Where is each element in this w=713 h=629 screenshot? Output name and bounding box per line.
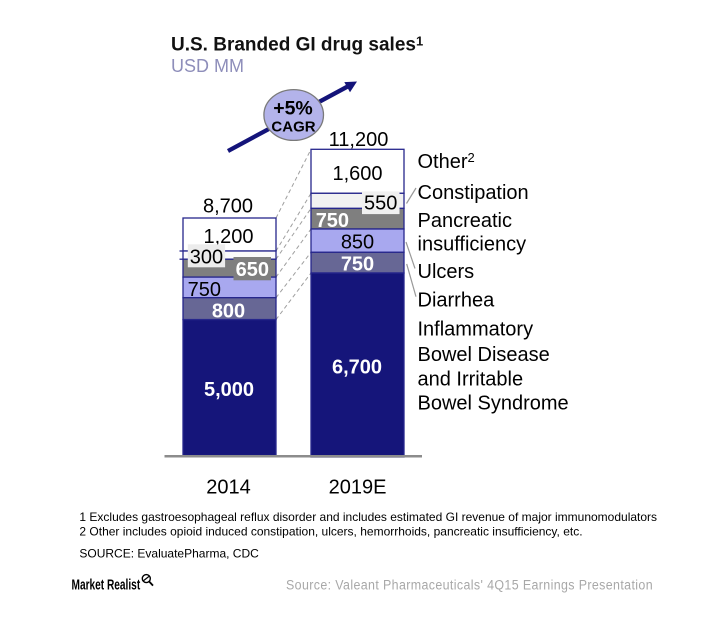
svg-text:850: 850 bbox=[341, 232, 374, 254]
svg-text:Diarrhea: Diarrhea bbox=[418, 290, 496, 312]
svg-text:USD MM: USD MM bbox=[171, 56, 244, 76]
svg-text:750: 750 bbox=[316, 210, 349, 232]
svg-text:Other2: Other2 bbox=[418, 150, 475, 173]
svg-text:CAGR: CAGR bbox=[271, 119, 315, 136]
svg-text:1,600: 1,600 bbox=[332, 163, 382, 185]
svg-text:750: 750 bbox=[341, 253, 374, 275]
svg-text:2 Other includes opioid induce: 2 Other includes opioid induced constipa… bbox=[79, 525, 582, 539]
svg-text:2014: 2014 bbox=[206, 476, 251, 498]
svg-text:1,200: 1,200 bbox=[203, 226, 253, 248]
svg-text:Ulcers: Ulcers bbox=[418, 261, 475, 283]
svg-text:2019E: 2019E bbox=[329, 476, 387, 498]
svg-text:Bowel Disease: Bowel Disease bbox=[418, 344, 550, 366]
svg-text:1 Excludes gastroesophageal re: 1 Excludes gastroesophageal reflux disor… bbox=[79, 510, 657, 524]
svg-text:Constipation: Constipation bbox=[418, 182, 529, 204]
svg-text:800: 800 bbox=[212, 301, 245, 323]
svg-text:Market Realist: Market Realist bbox=[72, 578, 141, 594]
svg-text:SOURCE: EvaluatePharma, CDC: SOURCE: EvaluatePharma, CDC bbox=[79, 547, 259, 561]
svg-text:and Irritable: and Irritable bbox=[418, 369, 524, 391]
svg-text:Pancreatic: Pancreatic bbox=[418, 210, 513, 232]
svg-text:650: 650 bbox=[236, 259, 269, 281]
svg-text:11,200: 11,200 bbox=[329, 129, 389, 151]
svg-text:Inflammatory: Inflammatory bbox=[418, 319, 534, 341]
svg-text:Bowel Syndrome: Bowel Syndrome bbox=[418, 393, 569, 415]
svg-text:insufficiency: insufficiency bbox=[418, 234, 527, 256]
svg-text:550: 550 bbox=[364, 193, 397, 215]
svg-text:U.S. Branded GI drug sales1: U.S. Branded GI drug sales1 bbox=[171, 34, 423, 56]
svg-text:6,700: 6,700 bbox=[332, 357, 382, 379]
svg-text:8,700: 8,700 bbox=[203, 195, 253, 217]
svg-text:+5%: +5% bbox=[273, 97, 313, 119]
svg-text:750: 750 bbox=[188, 279, 221, 301]
svg-text:Source: Valeant Pharmaceutical: Source: Valeant Pharmaceuticals' 4Q15 Ea… bbox=[286, 578, 653, 593]
svg-text:300: 300 bbox=[190, 247, 223, 269]
svg-text:5,000: 5,000 bbox=[204, 379, 254, 401]
